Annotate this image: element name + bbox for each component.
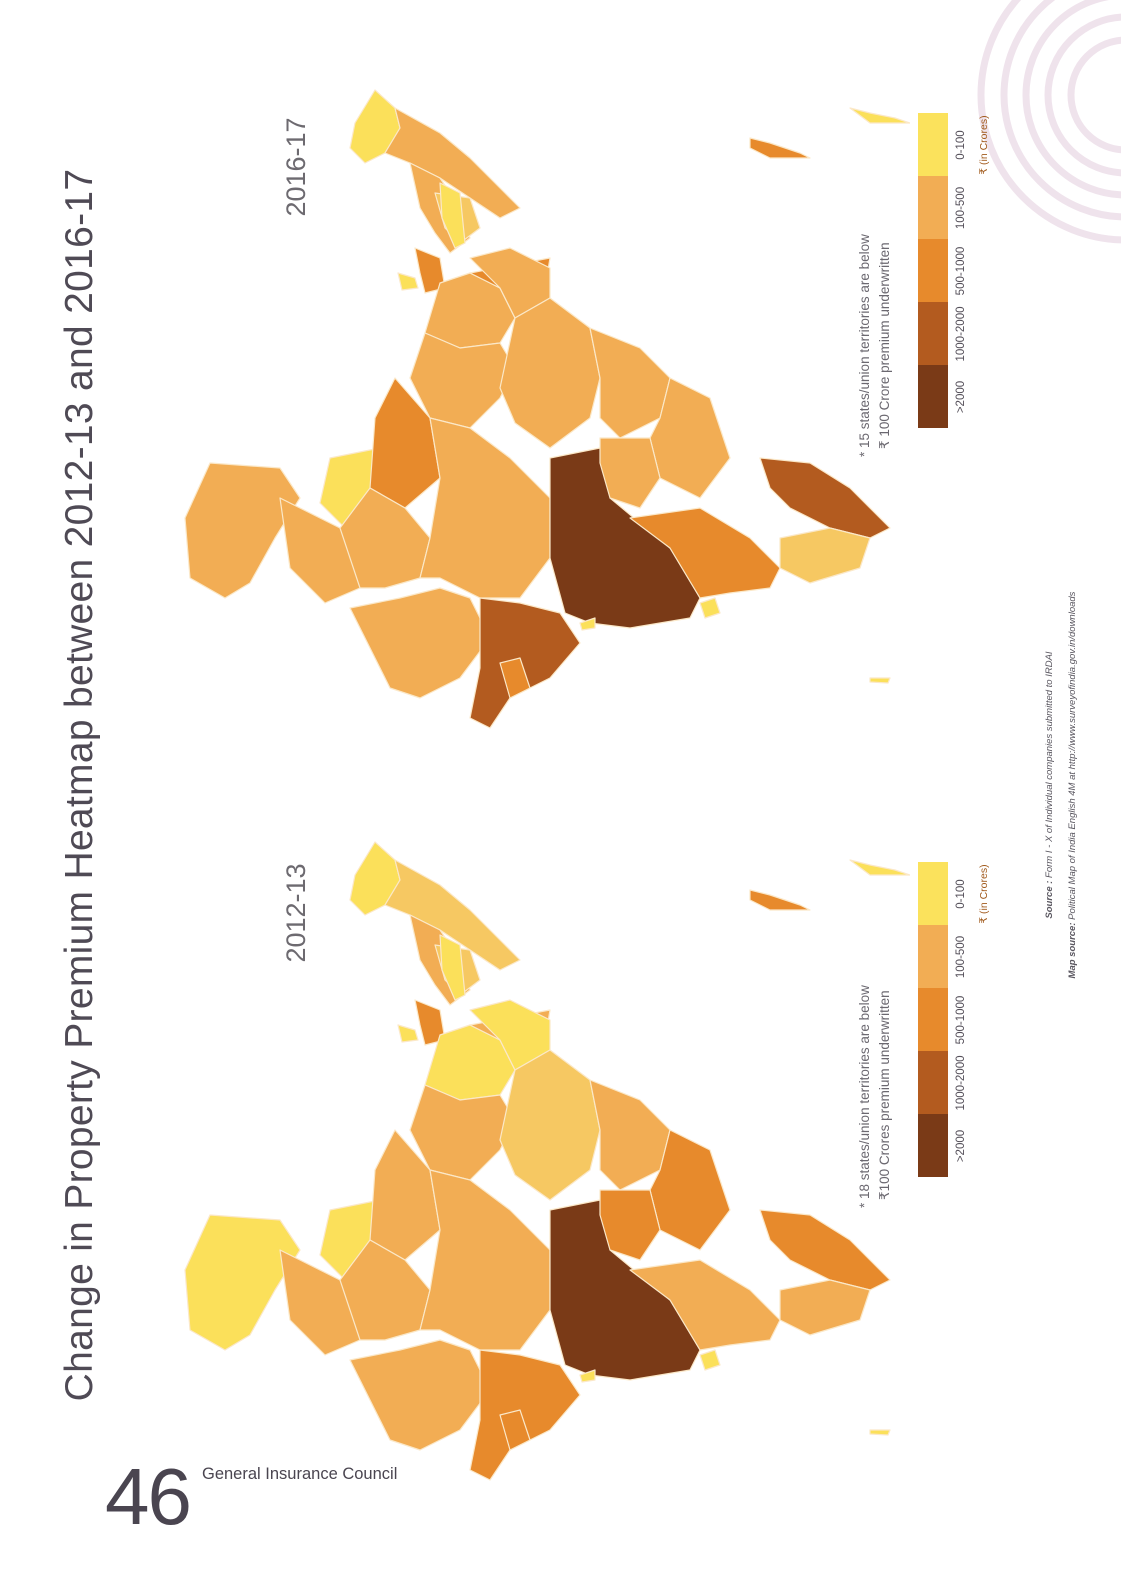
region-haryana (414, 999, 446, 1046)
legend-swatch (918, 239, 948, 302)
region-andaman-islands (749, 137, 811, 159)
region-west-bengal (184, 1214, 301, 1351)
heatmap-2016-17 (184, 89, 910, 729)
map-source-text: Political Map of India English 4M at htt… (1067, 591, 1078, 920)
region-kerala (759, 1209, 891, 1291)
legend-swatch (918, 1051, 948, 1114)
region-haryana (414, 247, 446, 294)
region-lakshadweep (849, 107, 910, 124)
region-east-coast (629, 1259, 781, 1351)
legend-unit: ₹ (in Crores) (978, 864, 990, 924)
region-puducherry (579, 1369, 596, 1383)
region-andaman-islands (749, 889, 811, 911)
region-telangana (499, 1049, 601, 1201)
map-source-note: Map source: Political Map of India Engli… (1066, 385, 1080, 1185)
footnote-line-2: ₹ 100 Crore premium underwritten (877, 242, 892, 449)
region-kerala (759, 457, 891, 539)
decorative-arcs (977, 0, 1121, 244)
region-karnataka-south (599, 437, 661, 509)
legend-swatch (918, 302, 948, 365)
region-lakshadweep (849, 859, 910, 876)
region-madhya-pradesh (419, 417, 551, 599)
region-chhattisgarh (349, 1339, 491, 1451)
region-chandigarh (397, 272, 419, 291)
legend-swatch (918, 862, 948, 925)
footnote-2016-17: * 15 states/union territories are below … (855, 137, 899, 457)
legend-label: 0-100 (955, 129, 967, 160)
page-number: 46 (105, 1452, 192, 1541)
legend-swatch (918, 925, 948, 988)
region-uttar-pradesh (409, 332, 516, 429)
legend-2012-13: 0-100 100-500 500-1000 1000-2000 >2000 ₹ (in … (918, 862, 990, 1182)
region-chhattisgarh (349, 587, 491, 699)
legend-swatch (918, 988, 948, 1051)
region-goa (699, 1349, 721, 1371)
region-gujarat-b (499, 1409, 531, 1451)
region-islands-east (869, 1429, 891, 1436)
legend-2016-17: 0-100 100-500 500-1000 1000-2000 >2000 ₹ (in … (918, 113, 990, 433)
legend-swatch (918, 176, 948, 239)
region-islands-east (869, 677, 891, 684)
legend-label: 1000-2000 (955, 306, 967, 361)
region-goa (699, 597, 721, 619)
footnote-2012-13: * 18 states/union territories are below … (855, 888, 899, 1208)
publisher-name: General Insurance Council (202, 1465, 398, 1483)
page-title: Change in Property Premium Heatmap betwe… (58, 168, 101, 1402)
legend-swatch (918, 365, 948, 428)
region-west-bengal (184, 462, 301, 599)
region-telangana (499, 297, 601, 449)
region-madhya-pradesh (419, 1169, 551, 1351)
region-tamil-nadu (649, 1129, 731, 1251)
legend-label: >2000 (955, 1129, 967, 1162)
footnote-line-1: * 18 states/union territories are below (857, 985, 872, 1208)
heatmap-2012-13 (184, 841, 910, 1481)
region-puducherry (579, 617, 596, 631)
region-gujarat-b (499, 657, 531, 699)
region-uttar-pradesh (409, 1084, 516, 1181)
data-source-note: Source : Form I - X of Individual compan… (1043, 385, 1057, 1185)
legend-unit: ₹ (in Crores) (978, 115, 990, 175)
legend-label: 500-1000 (955, 246, 967, 295)
source-text: Form I - X of Individual companies submi… (1044, 651, 1055, 878)
region-southern-tip (779, 527, 871, 584)
legend-label: 100-500 (955, 186, 967, 229)
region-east-coast (629, 507, 781, 599)
region-southern-tip (779, 1279, 871, 1336)
region-chandigarh (397, 1024, 419, 1043)
legend-label: 100-500 (955, 935, 967, 978)
legend-label: 0-100 (955, 878, 967, 909)
region-north-ladakh (384, 107, 521, 219)
map-source-label: Map source: (1067, 922, 1078, 979)
region-delhi-area (439, 182, 466, 249)
legend-label: >2000 (955, 380, 967, 413)
footnote-line-2: ₹100 Crores premium underwritten (877, 990, 892, 1200)
region-gujarat-a (469, 597, 581, 729)
footnote-line-1: * 15 states/union territories are below (857, 234, 872, 457)
legend-swatch (918, 113, 948, 176)
legend-swatch (918, 1114, 948, 1177)
legend-label: 1000-2000 (955, 1055, 967, 1110)
legend-label: 500-1000 (955, 995, 967, 1044)
region-karnataka-south (599, 1189, 661, 1261)
region-tamil-nadu (649, 377, 731, 499)
region-north-ladakh (384, 859, 521, 971)
region-karnataka-north (589, 327, 671, 439)
region-delhi-area (439, 934, 466, 1001)
region-karnataka-north (589, 1079, 671, 1191)
source-label: Source : (1044, 880, 1055, 919)
region-gujarat-a (469, 1349, 581, 1481)
